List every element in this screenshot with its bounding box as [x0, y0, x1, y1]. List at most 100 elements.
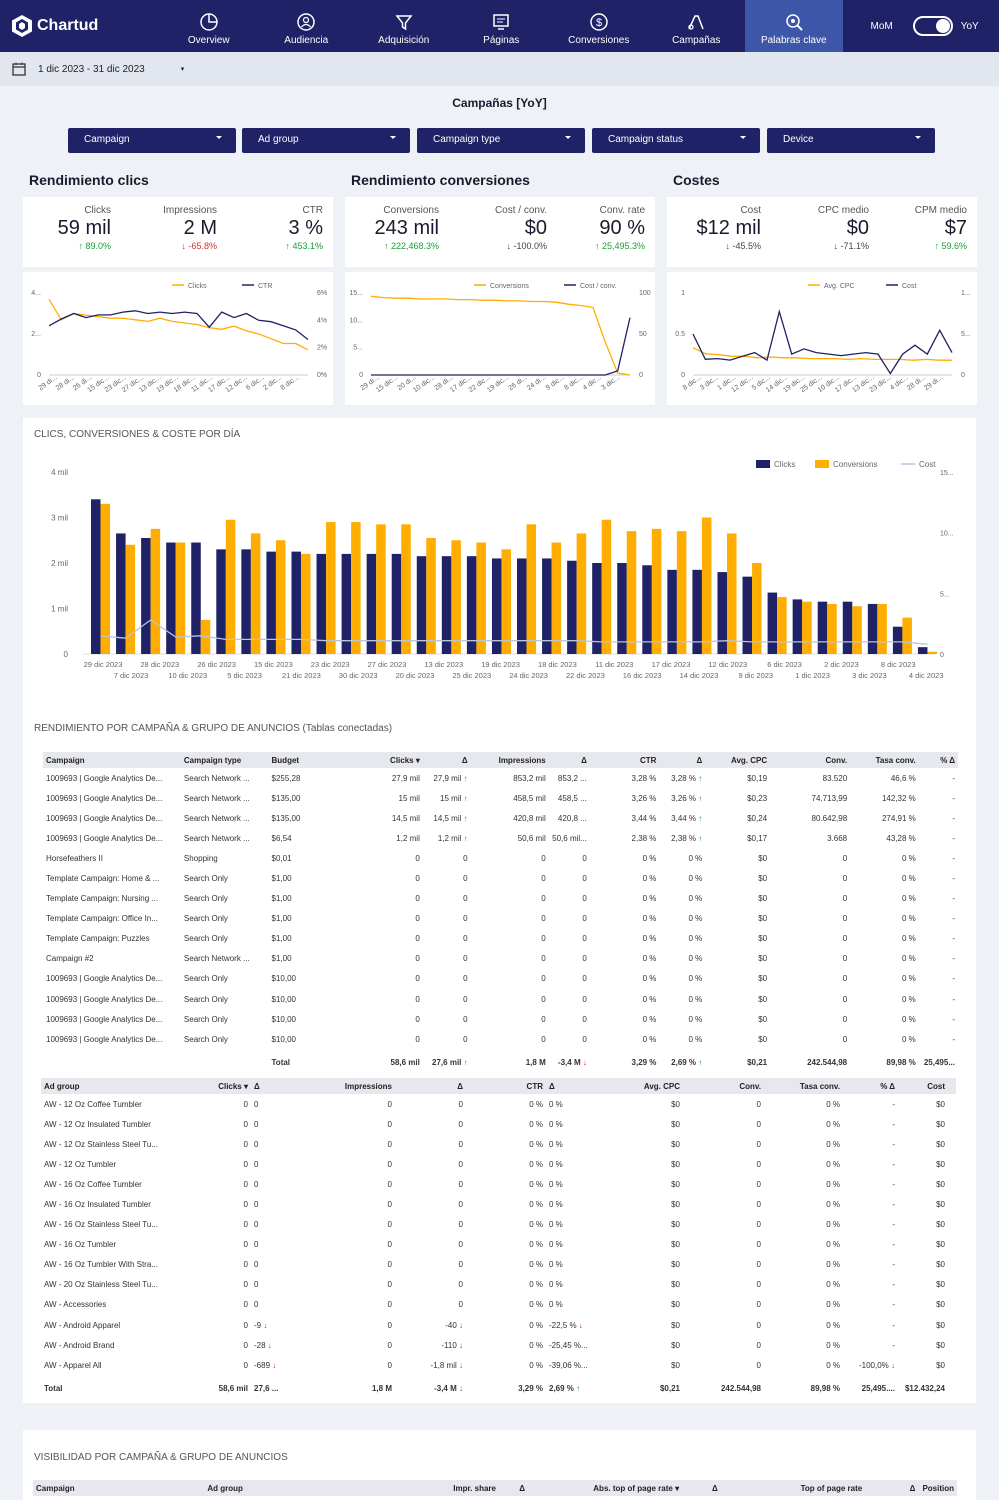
bar-clicks — [717, 572, 727, 654]
table-row[interactable]: AW - 12 Oz Stainless Steel Tu... 0 0 0 0 0 % 0… — [41, 1134, 956, 1154]
chevron-down-icon[interactable]: ▾ — [180, 66, 185, 73]
bar-conversions — [426, 537, 436, 654]
column-header-impressions[interactable]: Impressions — [344, 1081, 392, 1091]
table-row[interactable]: Campaign #2 Search Network ... $1,00 0 0 0 0 0 … — [43, 949, 958, 969]
table-row[interactable]: Horsefeathers II Shopping $0,01 0 0 0 0 0 % 0 % $… — [43, 848, 958, 868]
column-header-avg-cpc[interactable]: Avg. CPC — [643, 1081, 680, 1091]
column-header-abs-top-of-page-rate[interactable]: Abs. top of page rate ▾ — [593, 1483, 680, 1493]
column-header-conv[interactable]: Conv. — [825, 755, 848, 765]
table-row[interactable]: Template Campaign: Home & ... Search Only… — [43, 868, 958, 888]
column-header-position[interactable]: Position — [922, 1483, 955, 1493]
column-header-clicks[interactable]: Clicks ▾ — [218, 1081, 248, 1091]
column-header-clicks[interactable]: Clicks ▾ — [390, 755, 420, 765]
filter-campaign[interactable]: Campaign — [68, 128, 236, 153]
table-row[interactable]: AW - 12 Oz Tumbler 0 0 0 0 0 % 0 % $0 0 0 % - $0 — [41, 1154, 956, 1174]
brand-logo[interactable]: Chartud — [0, 14, 160, 38]
column-header-budget[interactable]: Budget — [271, 755, 300, 765]
nav-item-palabras-clave[interactable]: Palabras clave — [745, 0, 843, 52]
table-row[interactable]: AW - 16 Oz Stainless Steel Tu... 0 0 0 0 0 % 0… — [41, 1215, 956, 1235]
column-header-[interactable]: Δ — [909, 1483, 916, 1493]
column-header-campaign[interactable]: Campaign — [36, 1483, 75, 1493]
table-row[interactable]: AW - 16 Oz Tumbler With Stra... 0 0 0 0 0 % 0 … — [41, 1255, 956, 1275]
table-row[interactable]: AW - Accessories 0 0 0 0 0 % 0 % $0 0 0 % - $0 — [41, 1295, 956, 1315]
nav-item-overview[interactable]: Overview — [160, 0, 258, 52]
table-cell: 0 — [756, 1179, 761, 1189]
table-cell: 0 % — [826, 1220, 840, 1230]
column-header-ad-group[interactable]: Ad group — [207, 1483, 243, 1493]
table-row[interactable]: 1009693 | Google Analytics De... Search O… — [43, 969, 958, 989]
x-tick-label: 12 dic 2023 — [708, 660, 747, 669]
table-cell: 0 — [463, 853, 468, 863]
column-header-[interactable]: Δ — [581, 755, 587, 765]
column-header-top-of-page-rate[interactable]: Top of page rate — [800, 1483, 863, 1493]
column-header-ctr[interactable]: CTR — [526, 1081, 543, 1091]
table-cell: $0 — [936, 1200, 945, 1210]
filter-campaign-type[interactable]: Campaign type — [417, 128, 585, 153]
column-header-campaign-type[interactable]: Campaign type — [183, 755, 242, 765]
column-header-[interactable]: Δ — [461, 755, 468, 765]
table-row[interactable]: Template Campaign: Nursing ... Search Onl… — [43, 889, 958, 909]
table-cell: $0 — [671, 1240, 680, 1250]
table-row[interactable]: AW - 12 Oz Insulated Tumbler 0 0 0 0 0 % 0 % $0… — [41, 1114, 956, 1134]
table-row[interactable]: 1009693 | Google Analytics De... Search O… — [43, 1029, 958, 1049]
table-cell: 0 % — [826, 1179, 840, 1189]
date-range-selector[interactable]: 1 dic 2023 - 31 dic 2023 — [38, 63, 145, 75]
table-row[interactable]: Template Campaign: Office In... Search On… — [43, 909, 958, 929]
x-tick-label: 8 dic... — [280, 374, 301, 392]
table-row[interactable]: AW - Android Apparel 0 -9 ↓ 0 -40 ↓ 0 % -22,5 … — [41, 1315, 956, 1335]
toggle-switch[interactable] — [912, 16, 953, 36]
table-row[interactable]: AW - 12 Oz Coffee Tumbler 0 0 0 0 0 % 0 % $0 0 0 … — [41, 1094, 956, 1114]
filter-campaign-status[interactable]: Campaign status — [592, 128, 760, 153]
table-row[interactable]: 1009693 | Google Analytics De... Search N… — [43, 808, 958, 828]
table-cell: 0 — [582, 994, 587, 1004]
table-row[interactable]: 1009693 | Google Analytics De... Search N… — [43, 788, 958, 808]
column-header-[interactable]: Δ — [549, 1081, 555, 1091]
nav-item-audiencia[interactable]: Audiencia — [258, 0, 356, 52]
table-row[interactable]: AW - 20 Oz Stainless Steel Tu... 0 0 0 0 0 % 0… — [41, 1275, 956, 1295]
column-header-[interactable]: % Δ — [940, 755, 955, 765]
column-header-ctr[interactable]: CTR — [639, 755, 657, 765]
column-header-impressions[interactable]: Impressions — [498, 755, 546, 765]
nav-item-conversiones[interactable]: $ Conversiones — [550, 0, 648, 52]
table-row[interactable]: Template Campaign: Puzzles Search Only $1,… — [43, 929, 958, 949]
column-header-[interactable]: Δ — [254, 1081, 260, 1091]
column-header-avg-cpc[interactable]: Avg. CPC — [730, 755, 768, 765]
filter-device[interactable]: Device — [767, 128, 935, 153]
total-cell: 1,8 M — [525, 1057, 546, 1067]
y-tick-label: 5... — [353, 345, 363, 352]
table-row[interactable]: AW - Android Brand 0 -28 ↓ 0 -110 ↓ 0 % -25,45… — [41, 1335, 956, 1355]
nav-item-label: Campañas — [672, 35, 721, 46]
table-row[interactable]: 1009693 | Google Analytics De... Search O… — [43, 989, 958, 1009]
table-cell: 458,5 mil — [513, 793, 546, 803]
table-row[interactable]: 1009693 | Google Analytics De... Search N… — [43, 828, 958, 848]
table-cell: 0 — [458, 1240, 463, 1250]
column-header-[interactable]: Δ — [696, 755, 703, 765]
period-toggle[interactable]: MoM YoY — [871, 16, 979, 36]
bar-conversions — [726, 533, 737, 654]
column-header-conv[interactable]: Conv. — [739, 1081, 761, 1091]
column-header-impr-share[interactable]: Impr. share — [453, 1483, 496, 1493]
column-header-[interactable]: % Δ — [880, 1081, 895, 1091]
table-row[interactable]: AW - 16 Oz Tumbler 0 0 0 0 0 % 0 % $0 0 0 % - $0 — [41, 1235, 956, 1255]
column-header-tasa-conv[interactable]: Tasa conv. — [799, 1081, 840, 1091]
column-header-campaign[interactable]: Campaign — [46, 755, 85, 765]
column-header-[interactable]: Δ — [457, 1081, 463, 1091]
column-header-[interactable]: Δ — [519, 1483, 526, 1493]
filter-ad-group[interactable]: Ad group — [242, 128, 410, 153]
x-tick-label: 27 dic 2023 — [368, 660, 407, 669]
nav-item-p-ginas[interactable]: Páginas — [453, 0, 551, 52]
nav-item-campa-as[interactable]: Campañas — [648, 0, 746, 52]
table-row[interactable]: AW - 16 Oz Coffee Tumbler 0 0 0 0 0 % 0 % $0 0 0 … — [41, 1174, 956, 1194]
column-header-cost[interactable]: Cost — [927, 1081, 945, 1091]
table-cell: 0 — [541, 1014, 546, 1024]
column-header-[interactable]: Δ — [712, 1483, 718, 1493]
table-row[interactable]: AW - 16 Oz Insulated Tumbler 0 0 0 0 0 % 0 % $0… — [41, 1194, 956, 1214]
nav-item-adquisici-n[interactable]: Adquisición — [355, 0, 453, 52]
column-header-ad-group[interactable]: Ad group — [44, 1081, 80, 1091]
table-row[interactable]: 1009693 | Google Analytics De... Search O… — [43, 1009, 958, 1029]
table-row[interactable]: AW - Apparel All 0 -689 ↓ 0 -1,8 mil ↓ 0 % -39… — [41, 1355, 956, 1375]
table-cell: 0 % — [826, 1139, 840, 1149]
column-header-tasa-conv[interactable]: Tasa conv. — [875, 755, 916, 765]
table-cell: - — [952, 934, 955, 944]
table-row[interactable]: 1009693 | Google Analytics De... Search N… — [43, 768, 958, 788]
